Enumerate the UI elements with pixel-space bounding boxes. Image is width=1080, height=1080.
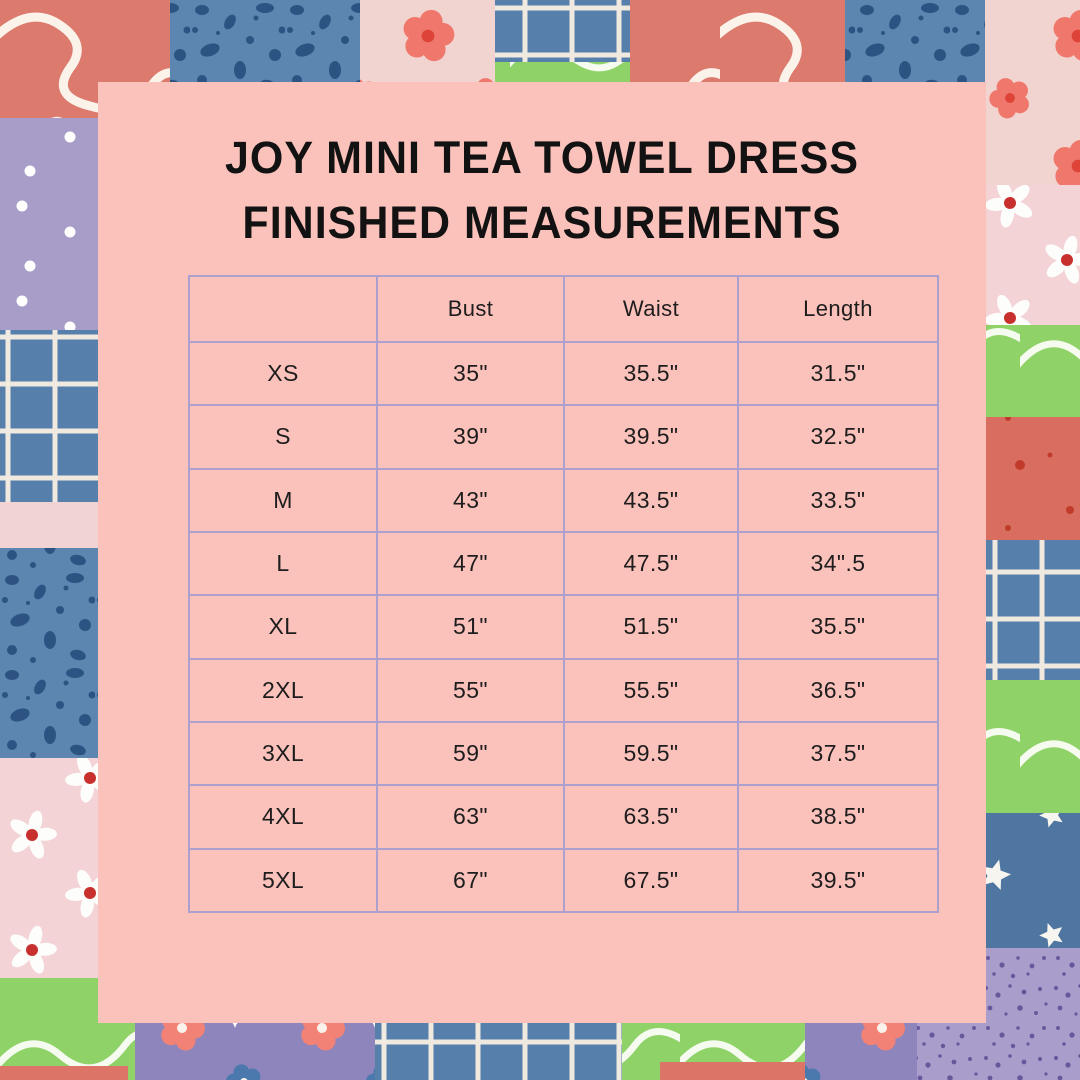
size-cell: M xyxy=(188,467,378,533)
patch-green-squiggle xyxy=(985,325,1080,417)
table-row: S 39" 39.5" 32.5" xyxy=(188,404,939,470)
measurement-cell: 43.5" xyxy=(563,467,739,533)
size-cell: 5XL xyxy=(188,847,378,914)
size-chart-table: Bust Waist Length XS 35" 35.5" 31.5" S 39" 39.… xyxy=(188,275,939,914)
table-body: XS 35" 35.5" 31.5" S 39" 39.5" 32.5" M 43" 43.5" 33… xyxy=(188,340,939,914)
measurement-cell: 39.5" xyxy=(737,847,939,914)
table-row: XS 35" 35.5" 31.5" xyxy=(188,340,939,407)
measurement-cell: 51" xyxy=(376,594,565,660)
size-cell: 3XL xyxy=(188,720,378,787)
header-row: Bust Waist Length xyxy=(188,275,939,343)
header-cell-size xyxy=(188,275,378,343)
measurement-cell: 55" xyxy=(376,657,565,723)
size-cell: 4XL xyxy=(188,784,378,850)
measurement-cell: 63.5" xyxy=(563,784,739,850)
measurement-cell: 51.5" xyxy=(563,594,739,660)
measurement-cell: 67.5" xyxy=(563,847,739,914)
size-cell: 2XL xyxy=(188,657,378,723)
patch-pink-flowers xyxy=(360,0,495,90)
patch-blue-speckle xyxy=(0,548,100,758)
patch-purple-flowers xyxy=(135,1023,375,1080)
table-row: 5XL 67" 67.5" 39.5" xyxy=(188,847,939,914)
measurement-cell: 47.5" xyxy=(563,530,739,597)
patch-pink-daisy xyxy=(0,758,100,978)
patch-pink-flowers xyxy=(985,0,1080,185)
table-row: M 43" 43.5" 33.5" xyxy=(188,467,939,533)
patch-coral-dots xyxy=(985,417,1080,540)
patch-plain-coral xyxy=(660,1062,805,1080)
title-line-1: Joy Mini Tea Towel Dress xyxy=(224,132,860,184)
measurement-cell: 39.5" xyxy=(563,404,739,470)
content-panel: Joy Mini Tea Towel Dress Finished Measur… xyxy=(98,82,986,1023)
measurement-cell: 31.5" xyxy=(737,340,939,407)
measurement-cell: 37.5" xyxy=(737,720,939,787)
patch-pink-daisy xyxy=(985,185,1080,325)
header-cell-length: Length xyxy=(737,275,939,343)
measurement-cell: 63" xyxy=(376,784,565,850)
patch-blue-grid xyxy=(375,1023,622,1080)
measurement-cell: 35" xyxy=(376,340,565,407)
table-row: L 47" 47.5" 34".5 xyxy=(188,530,939,597)
measurement-cell: 59.5" xyxy=(563,720,739,787)
header-cell-waist: Waist xyxy=(563,275,739,343)
measurement-cell: 47" xyxy=(376,530,565,597)
measurement-cell: 55.5" xyxy=(563,657,739,723)
title-line-2: Finished Measurements xyxy=(242,197,842,249)
patch-plain-coral xyxy=(0,1066,128,1080)
table-row: 2XL 55" 55.5" 36.5" xyxy=(188,657,939,723)
measurement-cell: 36.5" xyxy=(737,657,939,723)
table-row: 3XL 59" 59.5" 37.5" xyxy=(188,720,939,787)
patch-plain-pink xyxy=(0,502,100,548)
patch-blue-grid xyxy=(495,0,630,62)
measurement-cell: 59" xyxy=(376,720,565,787)
measurement-cell: 35.5" xyxy=(737,594,939,660)
table-row: 4XL 63" 63.5" 38.5" xyxy=(188,784,939,850)
patch-blue-grid xyxy=(0,330,100,502)
size-cell: L xyxy=(188,530,378,597)
measurement-cell: 32.5" xyxy=(737,404,939,470)
header-cell-bust: Bust xyxy=(376,275,565,343)
measurement-cell: 35.5" xyxy=(563,340,739,407)
measurement-cell: 34".5 xyxy=(737,530,939,597)
patch-coral-squiggle xyxy=(630,0,845,90)
patch-lavender-dots xyxy=(0,118,100,330)
patch-purple-flowers xyxy=(805,1023,917,1080)
table-row: XL 51" 51.5" 35.5" xyxy=(188,594,939,660)
measurement-cell: 43" xyxy=(376,467,565,533)
measurement-cell: 33.5" xyxy=(737,467,939,533)
page-title: Joy Mini Tea Towel Dress Finished Measur… xyxy=(98,126,986,257)
patch-blue-stars xyxy=(985,813,1080,948)
patch-purple-sparkle xyxy=(917,1023,985,1080)
measurement-cell: 67" xyxy=(376,847,565,914)
patch-blue-grid xyxy=(985,540,1080,680)
patch-green-squiggle xyxy=(985,680,1080,813)
measurement-cell: 39" xyxy=(376,404,565,470)
measurement-cell: 38.5" xyxy=(737,784,939,850)
size-cell: S xyxy=(188,404,378,470)
size-cell: XL xyxy=(188,594,378,660)
patch-purple-sparkle xyxy=(985,948,1080,1080)
size-cell: XS xyxy=(188,340,378,407)
